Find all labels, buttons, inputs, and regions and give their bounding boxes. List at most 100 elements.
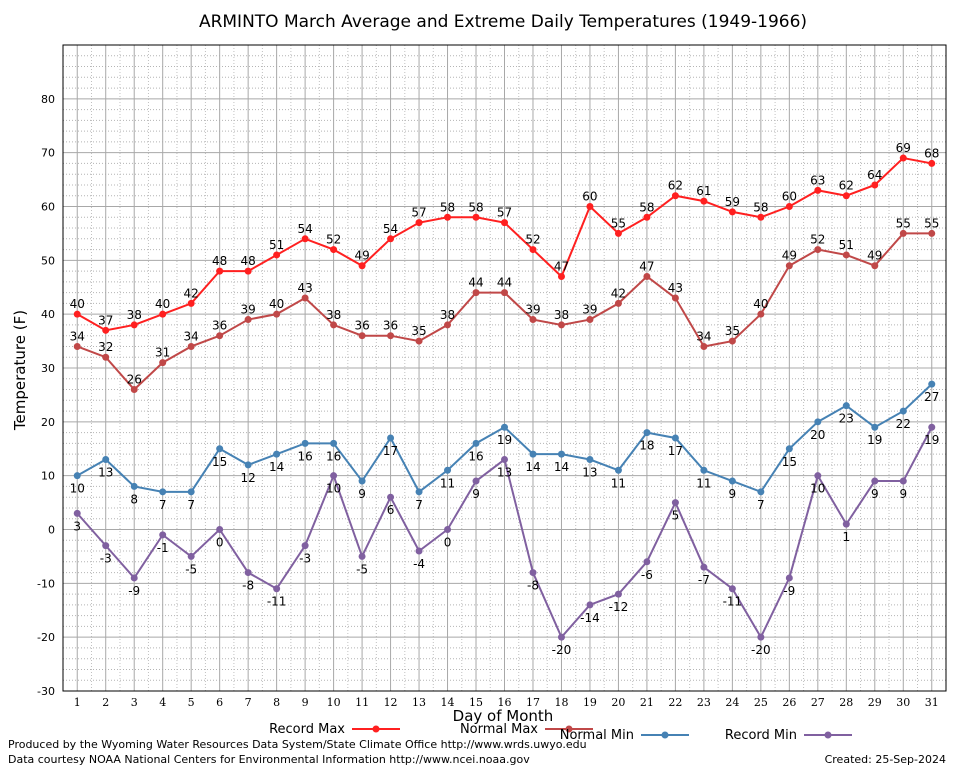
x-tick-label: 13	[412, 696, 426, 709]
x-tick-label: 12	[384, 696, 398, 709]
data-label: 13	[98, 466, 113, 480]
data-point	[671, 192, 679, 200]
data-point	[928, 229, 936, 237]
data-point	[301, 294, 309, 302]
data-label: 9	[358, 487, 366, 501]
data-label: 39	[582, 303, 597, 317]
x-tick-label: 31	[925, 696, 939, 709]
data-point	[529, 316, 537, 324]
data-point	[643, 272, 651, 280]
data-point	[871, 423, 879, 431]
data-point	[73, 472, 81, 480]
data-point	[614, 590, 622, 598]
data-point	[273, 450, 281, 458]
data-point	[871, 181, 879, 189]
data-label: 35	[411, 324, 426, 338]
data-label: 34	[70, 329, 85, 343]
data-point	[358, 262, 366, 270]
data-label: 51	[839, 238, 854, 252]
data-label: 5	[672, 509, 680, 523]
data-point	[643, 558, 651, 566]
data-label: 10	[326, 482, 341, 496]
data-label: 44	[468, 276, 483, 290]
legend-marker	[565, 725, 573, 733]
data-label: 48	[241, 254, 256, 268]
data-label: 15	[212, 455, 227, 469]
data-label: 60	[782, 190, 797, 204]
data-label: -9	[783, 584, 795, 598]
data-point	[244, 267, 252, 275]
data-label: 43	[668, 281, 683, 295]
legend-marker	[661, 731, 669, 739]
data-point	[671, 434, 679, 442]
y-tick-label: 50	[41, 254, 55, 267]
data-point	[814, 246, 822, 254]
data-label: 12	[241, 471, 256, 485]
data-point	[387, 434, 395, 442]
data-label: 32	[98, 340, 113, 354]
x-tick-label: 30	[896, 696, 910, 709]
data-point	[700, 342, 708, 350]
data-point	[529, 569, 537, 577]
data-point	[899, 407, 907, 415]
data-label: -8	[527, 579, 539, 593]
data-label: 8	[130, 492, 138, 506]
x-tick-label: 3	[131, 696, 138, 709]
data-point	[614, 466, 622, 474]
data-point	[814, 472, 822, 480]
legend-marker	[372, 725, 380, 733]
data-label: 3	[73, 519, 81, 533]
data-point	[728, 477, 736, 485]
y-tick-label: -10	[37, 577, 55, 590]
x-tick-label: 4	[159, 696, 166, 709]
data-point	[785, 574, 793, 582]
data-label: -3	[100, 552, 112, 566]
data-label: 36	[212, 319, 227, 333]
data-point	[671, 499, 679, 507]
data-point	[586, 601, 594, 609]
data-label: -4	[413, 557, 425, 571]
x-tick-label: 18	[554, 696, 568, 709]
data-point	[557, 272, 565, 280]
data-point	[358, 477, 366, 485]
data-label: 51	[269, 238, 284, 252]
data-label: 47	[554, 259, 569, 273]
data-label: 55	[896, 216, 911, 230]
legend-marker	[824, 731, 832, 739]
data-point	[159, 359, 167, 367]
data-point	[899, 154, 907, 162]
data-label: 62	[668, 179, 683, 193]
data-point	[187, 299, 195, 307]
x-tick-label: 2	[102, 696, 109, 709]
x-tick-label: 9	[302, 696, 309, 709]
data-label: 17	[668, 444, 683, 458]
data-label: 11	[440, 476, 455, 490]
data-point	[785, 445, 793, 453]
data-point	[757, 488, 765, 496]
data-point	[130, 321, 138, 329]
data-point	[700, 466, 708, 474]
x-tick-label: 5	[188, 696, 195, 709]
data-point	[415, 219, 423, 227]
data-label: -11	[723, 595, 743, 609]
data-label: 57	[411, 206, 426, 220]
y-tick-label: 40	[41, 308, 55, 321]
data-label: 69	[896, 141, 911, 155]
data-point	[216, 445, 224, 453]
data-point	[586, 203, 594, 210]
data-point	[159, 488, 167, 496]
data-point	[358, 552, 366, 560]
y-tick-label: 80	[41, 93, 55, 106]
data-label: 9	[899, 487, 907, 501]
data-point	[472, 213, 480, 221]
data-point	[102, 326, 110, 334]
data-label: 54	[383, 222, 398, 236]
data-label: 52	[810, 233, 825, 247]
x-axis-label: Day of Month	[453, 707, 554, 725]
data-label: -6	[641, 568, 653, 582]
legend-label: Normal Min	[560, 728, 634, 743]
data-point	[472, 289, 480, 297]
data-label: 52	[326, 233, 341, 247]
data-label: 7	[415, 498, 423, 512]
data-label: 58	[639, 200, 654, 214]
